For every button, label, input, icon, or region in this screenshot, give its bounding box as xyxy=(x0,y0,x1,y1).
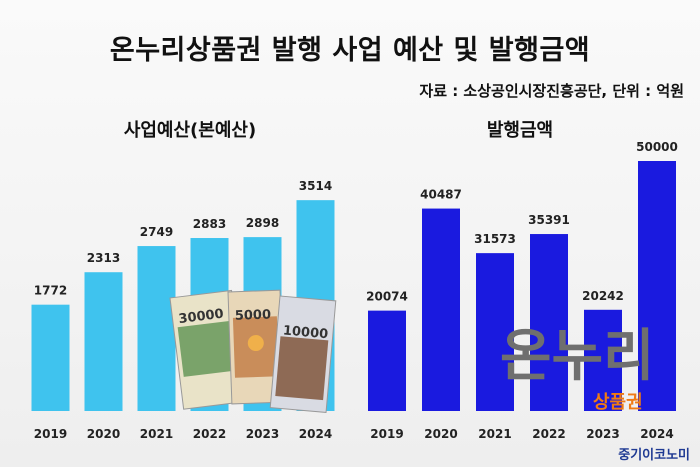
data-label-2020: 40487 xyxy=(420,188,462,202)
bar-2021 xyxy=(476,253,514,411)
tick-label-2024: 2024 xyxy=(299,427,332,441)
bar-2020 xyxy=(84,272,123,411)
data-label-2024: 3514 xyxy=(299,179,332,193)
tick-label-2024: 2024 xyxy=(640,427,673,441)
right-chart-title: 발행금액 xyxy=(486,120,554,141)
tick-label-2022: 2022 xyxy=(532,427,565,441)
data-label-2023: 20242 xyxy=(582,289,624,303)
onnuri-logo: 온누리 상품권 xyxy=(500,324,655,413)
right-bar-chart: 20074 2019 40487 2020 31573 2021 35391 2022 2024… xyxy=(366,140,678,441)
data-label-2022: 2883 xyxy=(193,217,226,231)
tick-label-2023: 2023 xyxy=(586,427,619,441)
tick-label-2023: 2023 xyxy=(246,427,279,441)
bar-2023 xyxy=(584,309,622,411)
tick-label-2020: 2020 xyxy=(424,427,457,441)
data-label-2019: 20074 xyxy=(366,290,408,304)
data-label-2024: 50000 xyxy=(636,140,678,154)
voucher-denomination-1: 30000 xyxy=(178,307,225,327)
bar-2021 xyxy=(137,246,176,411)
data-label-2022: 35391 xyxy=(528,213,570,227)
tick-label-2019: 2019 xyxy=(34,427,67,441)
tick-label-2021: 2021 xyxy=(140,427,173,441)
tick-label-2019: 2019 xyxy=(370,427,403,441)
data-label-2021: 2749 xyxy=(140,225,173,239)
source-note: 자료 : 소상공인시장진흥공단, 단위 : 억원 xyxy=(419,82,684,100)
bar-2019 xyxy=(31,304,70,411)
data-label-2020: 2313 xyxy=(87,251,120,265)
page-title: 온누리상품권 발행 사업 예산 및 발행금액 xyxy=(109,35,591,66)
brand-watermark: 중기이코노미 xyxy=(618,448,690,463)
data-label-2023: 2898 xyxy=(246,216,279,230)
tick-label-2020: 2020 xyxy=(87,427,120,441)
tick-label-2022: 2022 xyxy=(193,427,226,441)
onnuri-logo-sub: 상품권 xyxy=(593,392,643,413)
onnuri-logo-main: 온누리 xyxy=(500,324,655,389)
voucher-denomination-3: 10000 xyxy=(282,323,328,342)
bar-2022 xyxy=(530,234,568,411)
voucher-image: 30000 5000 10000 xyxy=(169,289,337,413)
bar-2019 xyxy=(368,310,406,411)
voucher-denomination-2: 5000 xyxy=(235,308,272,324)
left-chart-title: 사업예산(본예산) xyxy=(123,120,257,141)
bar-2020 xyxy=(422,208,460,411)
tick-label-2021: 2021 xyxy=(478,427,511,441)
bar-2024 xyxy=(638,161,676,411)
data-label-2021: 31573 xyxy=(474,232,516,246)
data-label-2019: 1772 xyxy=(34,284,67,298)
